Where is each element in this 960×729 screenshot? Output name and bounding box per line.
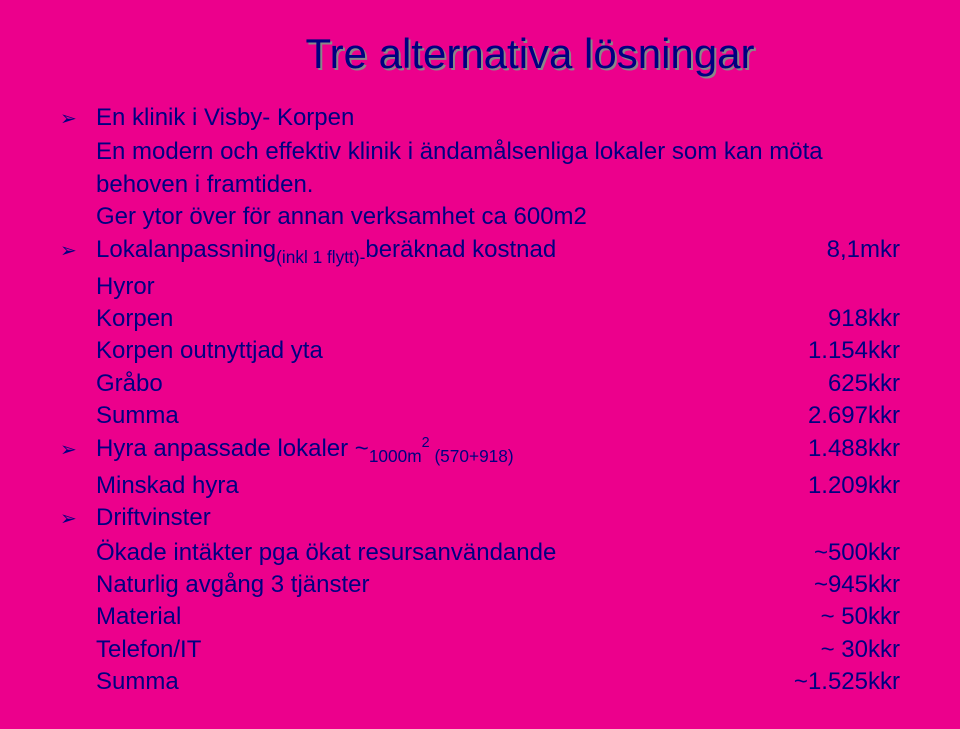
bullet-body: Driftvinster (96, 502, 900, 534)
text-line: En modern och effektiv klinik i ändamåls… (96, 136, 900, 201)
value: 625kkr (730, 368, 900, 400)
text-line: Material (96, 601, 730, 633)
value: 918kkr (730, 303, 900, 335)
indent-line: Ökade intäkter pga ökat resursanvändande… (60, 537, 900, 569)
indent-line: En modern och effektiv klinik i ändamåls… (60, 136, 900, 201)
indent-line: Korpen outnyttjad yta 1.154kkr (60, 335, 900, 367)
text-line: Hyra anpassade lokaler ~1000m2 (570+918) (96, 433, 730, 468)
text-line: Korpen (96, 303, 730, 335)
subscript: (570+918) (430, 445, 514, 465)
value: 2.697kkr (730, 400, 900, 432)
superscript: 2 (422, 435, 430, 451)
text-line: Minskad hyra (96, 470, 730, 502)
bullet-item-3: ➢ Hyra anpassade lokaler ~1000m2 (570+91… (60, 433, 900, 468)
text-line: Lokalanpassning(inkl 1 flytt)-beräknad k… (96, 234, 730, 269)
text-line: En klinik i Visby- Korpen (96, 102, 900, 134)
subscript: 1000m (369, 445, 422, 465)
value: 1.209kkr (730, 470, 900, 502)
indent-line: Summa 2.697kkr (60, 400, 900, 432)
text-line: Summa (96, 666, 730, 698)
text-line: Korpen outnyttjad yta (96, 335, 730, 367)
text-span: Lokalanpassning (96, 236, 276, 263)
bullet-item-2: ➢ Lokalanpassning(inkl 1 flytt)-beräknad… (60, 234, 900, 269)
value: 1.154kkr (730, 335, 900, 367)
value: ~500kkr (730, 537, 900, 569)
value: ~1.525kkr (730, 666, 900, 698)
text-span: beräknad kostnad (365, 236, 556, 263)
bullet-item-4: ➢ Driftvinster (60, 502, 900, 534)
triangle-bullet-icon: ➢ (60, 102, 96, 133)
bullet-body: Hyra anpassade lokaler ~1000m2 (570+918)… (96, 433, 900, 468)
value: 1.488kkr (730, 433, 900, 468)
slide-title: Tre alternativa lösningar (160, 30, 900, 78)
value: 8,1mkr (730, 234, 900, 269)
indent-line: Material ~ 50kkr (60, 601, 900, 633)
indent-line: Summa ~1.525kkr (60, 666, 900, 698)
text-line: Telefon/IT (96, 634, 730, 666)
text-line: Driftvinster (96, 502, 900, 534)
triangle-bullet-icon: ➢ (60, 502, 96, 533)
slide-content: ➢ En klinik i Visby- Korpen En modern oc… (60, 102, 900, 699)
text-line: Ökade intäkter pga ökat resursanvändande (96, 537, 730, 569)
triangle-bullet-icon: ➢ (60, 234, 96, 265)
indent-line: Telefon/IT ~ 30kkr (60, 634, 900, 666)
triangle-bullet-icon: ➢ (60, 433, 96, 464)
bullet-body: Lokalanpassning(inkl 1 flytt)-beräknad k… (96, 234, 900, 269)
bullet-body: En klinik i Visby- Korpen (96, 102, 900, 134)
bullet-item-1: ➢ En klinik i Visby- Korpen (60, 102, 900, 134)
text-line: Ger ytor över för annan verksamhet ca 60… (96, 201, 900, 233)
indent-line: Gråbo 625kkr (60, 368, 900, 400)
text-line: Gråbo (96, 368, 730, 400)
text-line: Hyror (96, 271, 900, 303)
indent-line: Ger ytor över för annan verksamhet ca 60… (60, 201, 900, 233)
indent-line: Naturlig avgång 3 tjänster ~945kkr (60, 569, 900, 601)
value: ~945kkr (730, 569, 900, 601)
text-line: Naturlig avgång 3 tjänster (96, 569, 730, 601)
subscript: (inkl 1 flytt)- (276, 246, 365, 266)
indent-line: Hyror (60, 271, 900, 303)
value: ~ 30kkr (730, 634, 900, 666)
slide: Tre alternativa lösningar ➢ En klinik i … (0, 0, 960, 729)
indent-line: Korpen 918kkr (60, 303, 900, 335)
indent-line: Minskad hyra 1.209kkr (60, 470, 900, 502)
text-span: Hyra anpassade lokaler ~ (96, 435, 369, 462)
text-line: Summa (96, 400, 730, 432)
value: ~ 50kkr (730, 601, 900, 633)
